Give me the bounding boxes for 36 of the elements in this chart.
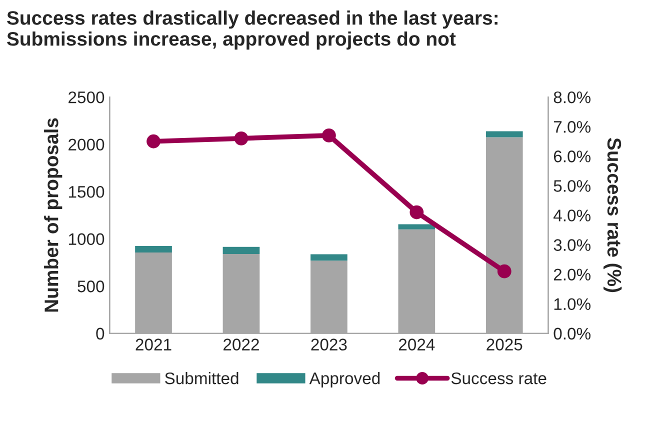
chart-title: Success rates drastically decreased in the last years: Submissions increase, approved projects do not	[7, 10, 498, 50]
y-tick-label: 2500	[68, 91, 104, 104]
y2-tick-label: 7.0%	[554, 121, 591, 133]
y-tick-label: 1000	[68, 233, 104, 246]
x-tick-label: 2024	[398, 338, 435, 350]
y-tick-label: 1500	[68, 186, 104, 198]
y-axis-title: Number of proposals	[44, 118, 62, 312]
bar	[398, 224, 436, 230]
x-tick-label: 2025	[486, 338, 522, 350]
point	[234, 131, 248, 146]
x-tick-label: 2022	[224, 338, 259, 350]
bar	[310, 254, 348, 261]
bar	[486, 131, 523, 138]
y-tick-label: 500	[78, 280, 104, 292]
point	[146, 134, 160, 148]
legend-label: Success rate	[451, 372, 546, 384]
legend-label: Approved	[309, 372, 380, 388]
y2-tick-label: 1.0%	[554, 298, 591, 310]
y2-axis-title: Success rate (%)	[604, 138, 622, 292]
y-tick-label: 2000	[68, 138, 104, 151]
bar	[135, 246, 172, 253]
y2-tick-label: 8.0%	[554, 91, 591, 104]
y2-tick-label: 6.0%	[554, 150, 591, 162]
y2-tick-label: 2.0%	[554, 268, 591, 281]
y2-tick-label: 5.0%	[554, 180, 591, 192]
point	[497, 264, 512, 278]
x-tick-label: 2023	[311, 338, 347, 350]
x-tick-label: 2021	[136, 338, 172, 350]
y2-tick-label: 4.0%	[553, 210, 591, 222]
point	[410, 205, 424, 220]
bar	[222, 246, 260, 254]
y2-tick-label: 0.0%	[554, 328, 591, 340]
legend-label: Submitted	[165, 372, 238, 384]
y2-tick-label: 3.0%	[554, 239, 591, 251]
point	[322, 128, 336, 142]
y-tick-label: 0	[96, 328, 104, 340]
